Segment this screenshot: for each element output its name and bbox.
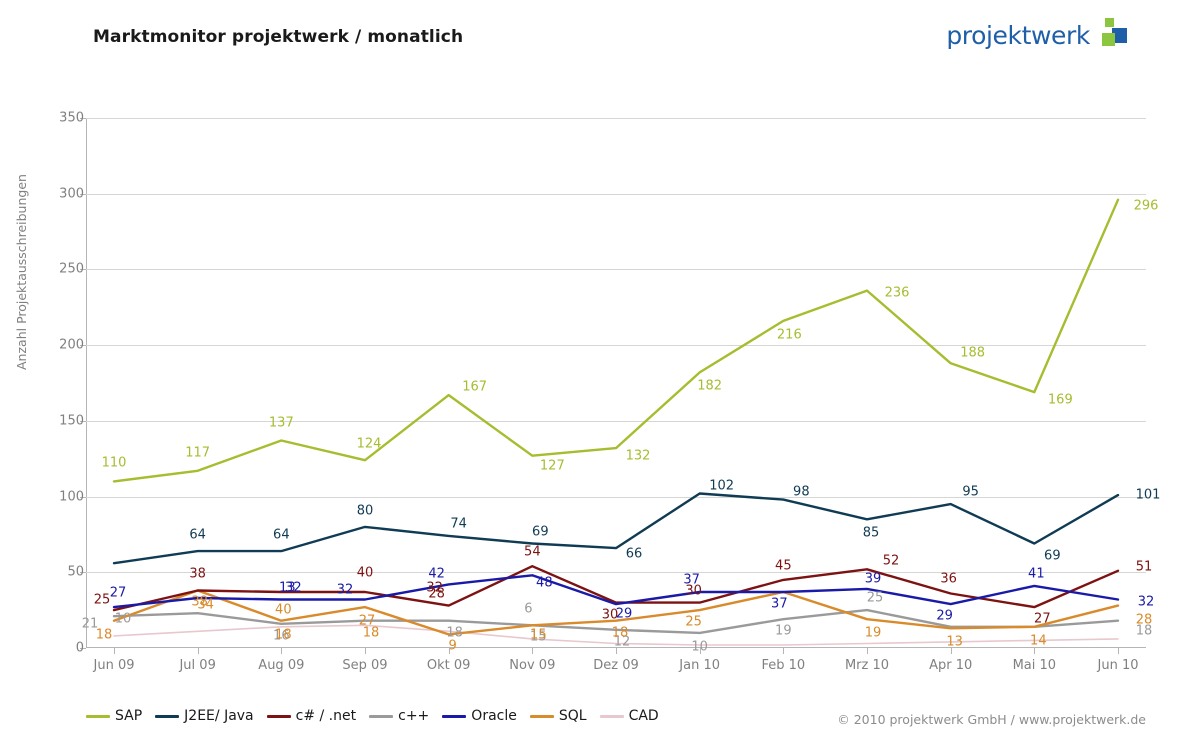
gridline xyxy=(86,420,1146,422)
series-lines xyxy=(112,198,1120,646)
y-tick-label: 50 xyxy=(67,564,84,580)
series-line-c-net xyxy=(112,565,1120,612)
y-tick-label: 100 xyxy=(59,489,84,505)
x-tick-label: Aug 09 xyxy=(258,658,305,673)
projektwerk-logo: projektwerk xyxy=(946,18,1128,52)
legend-item-c[interactable]: c++ xyxy=(369,708,429,724)
legend-swatch xyxy=(369,714,394,718)
page-title: Marktmonitor projektwerk / monatlich xyxy=(93,27,464,47)
x-tick-mark xyxy=(197,648,199,654)
copyright-text: © 2010 projektwerk GmbH / www.projektwer… xyxy=(837,712,1146,727)
legend-swatch xyxy=(529,714,554,718)
gridline xyxy=(86,269,1146,271)
x-tick-mark xyxy=(867,648,868,654)
plot-area: 0 50 100 150 200 250 300 350 Jun 09 Jul 09 Aug 09… xyxy=(59,111,1160,674)
y-axis-title: Anzahl Projektausschreibungen xyxy=(14,174,29,370)
y-axis-line xyxy=(86,118,87,648)
x-tick-label: Nov 09 xyxy=(509,658,556,673)
x-tick-label: Apr 10 xyxy=(929,658,973,673)
x-tick-mark xyxy=(616,648,617,654)
legend-label: c# / .net xyxy=(295,708,357,724)
y-tick-mark xyxy=(80,118,86,119)
x-tick-label: Dez 09 xyxy=(593,658,639,673)
chart-legend: SAP J2EE/ Java c# / .net c++ Oracle SQL CAD xyxy=(86,708,659,724)
y-tick-label: 0 xyxy=(75,640,84,656)
legend-label: J2EE/ Java xyxy=(184,708,254,724)
y-tick-mark xyxy=(80,345,86,347)
legend-label: SQL xyxy=(558,708,587,724)
legend-item-c-net[interactable]: c# / .net xyxy=(266,708,357,724)
x-tick-label: Jun 10 xyxy=(1097,658,1139,673)
legend-item-j2ee-java[interactable]: J2EE/ Java xyxy=(155,708,254,724)
x-tick-mark xyxy=(699,648,701,654)
y-tick-label: 150 xyxy=(59,413,84,429)
legend-item-sql[interactable]: SQL xyxy=(529,708,587,724)
legend-label: Oracle xyxy=(471,708,517,724)
y-tick-mark xyxy=(80,420,86,422)
series-line-sap xyxy=(112,198,1120,483)
legend-label: c++ xyxy=(398,708,430,724)
x-tick-mark xyxy=(783,648,785,654)
x-tick-label: Okt 09 xyxy=(426,658,471,673)
x-tick-label: Jun 09 xyxy=(93,658,135,673)
x-tick-mark xyxy=(532,648,534,654)
x-tick-label: Sep 09 xyxy=(342,658,388,673)
legend-item-sap[interactable]: SAP xyxy=(86,708,142,724)
gridline xyxy=(86,118,1146,119)
y-tick-mark xyxy=(80,496,86,498)
x-tick-label: Mrz 10 xyxy=(844,658,890,673)
x-tick-mark xyxy=(950,648,952,654)
series-line-sql xyxy=(112,589,1120,636)
y-tick-mark xyxy=(80,269,86,271)
legend-swatch xyxy=(266,714,291,718)
y-tick-label: 200 xyxy=(59,337,84,353)
y-tick-label: 300 xyxy=(59,186,84,202)
legend-swatch xyxy=(599,714,624,718)
x-tick-mark xyxy=(114,648,115,654)
x-tick-mark xyxy=(365,648,366,654)
x-tick-mark xyxy=(1034,648,1036,654)
x-tick-label: Mai 10 xyxy=(1012,658,1057,673)
gridline xyxy=(86,193,1146,195)
legend-item-oracle[interactable]: Oracle xyxy=(442,708,517,724)
legend-item-cad[interactable]: CAD xyxy=(599,708,659,724)
gridline xyxy=(86,496,1146,498)
logo-wordmark: projektwerk xyxy=(946,20,1090,50)
x-tick-label: Jan 10 xyxy=(679,658,721,673)
x-tick-mark xyxy=(281,648,283,654)
x-tick-label: Feb 10 xyxy=(761,658,806,673)
y-tick-mark xyxy=(80,193,86,195)
y-tick-label: 350 xyxy=(59,110,84,126)
y-tick-mark xyxy=(80,572,86,574)
x-axis-line xyxy=(86,647,1146,648)
y-tick-mark xyxy=(80,648,86,649)
series-line-cad xyxy=(113,624,1119,646)
legend-swatch xyxy=(86,714,110,718)
x-tick-mark xyxy=(1118,648,1119,654)
x-tick-label: Jul 09 xyxy=(179,658,216,673)
legend-label: CAD xyxy=(628,708,659,724)
y-tick-label: 250 xyxy=(59,261,84,277)
series-line-c xyxy=(112,608,1120,635)
gridline xyxy=(86,345,1146,347)
series-line-j2ee-java xyxy=(112,492,1120,565)
logo-squares-icon xyxy=(1096,18,1128,52)
x-tick-mark xyxy=(448,648,450,654)
legend-label: SAP xyxy=(115,708,143,724)
gridline xyxy=(86,572,1146,574)
legend-swatch xyxy=(155,714,180,718)
legend-swatch xyxy=(442,714,467,718)
series-line-oracle xyxy=(112,574,1120,609)
